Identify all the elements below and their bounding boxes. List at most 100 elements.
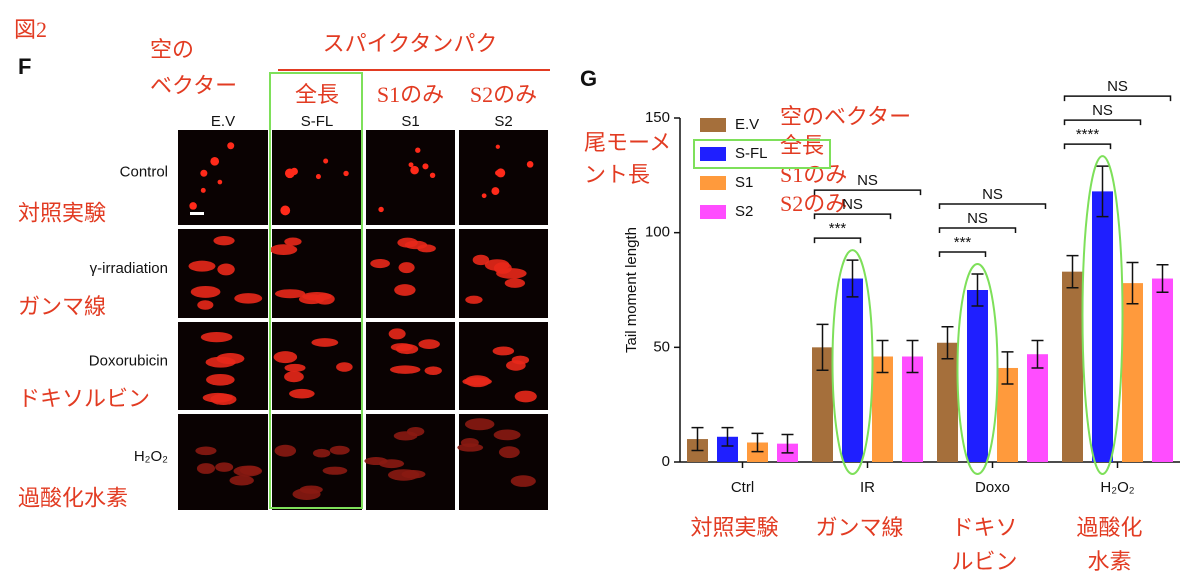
column-note: S1のみ	[377, 82, 444, 107]
bar	[937, 342, 958, 462]
comet	[370, 258, 390, 269]
comet	[388, 328, 406, 340]
significance-label: NS	[967, 210, 988, 227]
row-label: H₂O₂	[134, 448, 168, 465]
comet	[364, 457, 388, 466]
significance-bracket	[938, 203, 1047, 209]
comet	[510, 475, 536, 487]
x-tick-label: IR	[860, 479, 875, 496]
significance-bracket	[1063, 119, 1142, 126]
cell	[408, 162, 414, 168]
cell	[491, 187, 500, 196]
error-bar	[906, 339, 919, 374]
legend-label: S1	[735, 174, 753, 191]
comet	[215, 462, 234, 472]
legend-label: E.V	[735, 116, 759, 133]
bar	[967, 290, 988, 462]
row-note: ドキソルビン	[18, 386, 150, 411]
error-bar	[846, 259, 859, 298]
legend-note: S2のみ	[780, 191, 847, 216]
comet	[387, 469, 420, 481]
panel-f: E.V S-FL S1 S2 全長 S1のみ S2のみ Control 対照実験 γ-irradi…	[18, 72, 548, 510]
comet	[424, 366, 442, 375]
bar	[1122, 283, 1143, 462]
y-axis-title: Tail moment length	[623, 227, 640, 353]
comet	[418, 339, 440, 349]
y-tick-label: 100	[645, 224, 670, 241]
cell	[217, 179, 223, 185]
cell	[378, 206, 384, 213]
cell	[343, 170, 349, 177]
comet	[302, 292, 332, 301]
comet	[514, 390, 537, 403]
legend-highlight	[693, 139, 831, 169]
comet	[465, 295, 483, 304]
comet	[329, 445, 350, 455]
row-note: 過酸化水素	[18, 485, 128, 510]
comet	[217, 263, 235, 276]
bar	[902, 356, 923, 462]
error-bar	[941, 325, 954, 360]
legend-swatch	[700, 205, 726, 219]
bar	[872, 356, 893, 462]
comet	[511, 355, 530, 365]
significance-label: ***	[954, 234, 972, 251]
legend-note: 空のベクター	[780, 104, 911, 129]
micrograph	[459, 130, 548, 225]
cell	[323, 158, 329, 164]
cell	[495, 170, 501, 176]
error-bar	[1001, 351, 1014, 385]
comet	[273, 351, 298, 364]
x-tick-label: Doxo	[975, 479, 1010, 496]
bar	[842, 278, 863, 462]
comet	[336, 362, 353, 372]
highlight-box	[269, 72, 363, 509]
significance-label: NS	[1092, 102, 1113, 119]
legend-swatch	[700, 118, 726, 132]
comet	[404, 240, 428, 250]
cell	[280, 205, 291, 216]
comet	[284, 371, 304, 383]
row-label: Control	[120, 164, 168, 181]
comet	[299, 485, 323, 494]
micrograph	[178, 130, 268, 225]
legend-label: S2	[735, 203, 753, 220]
comet	[213, 235, 235, 246]
column-note: S2のみ	[470, 82, 537, 107]
scale-bar	[190, 212, 204, 215]
significance-label: ***	[829, 220, 847, 237]
comet	[196, 463, 216, 474]
comet	[269, 244, 298, 256]
error-bar	[1031, 339, 1044, 369]
significance-label: NS	[982, 186, 1003, 203]
cell	[290, 167, 298, 176]
header-note: スパイクタンパク	[323, 31, 498, 56]
significance-bracket	[813, 189, 922, 196]
category-note: ドキソ	[951, 515, 1017, 540]
column-label: S2	[494, 113, 512, 130]
y-title-note: 尾モーメ	[584, 130, 671, 155]
cell	[526, 161, 534, 168]
error-bar	[876, 339, 889, 374]
bar	[1027, 354, 1048, 462]
legend-note: 全長	[780, 133, 824, 158]
comet	[284, 363, 306, 372]
legend-label: S-FL	[735, 145, 768, 162]
legend-swatch	[700, 147, 726, 161]
category-note: 過酸化	[1076, 515, 1142, 540]
comet	[195, 446, 217, 456]
significance-bracket	[813, 213, 892, 220]
vector-note: ベクター	[150, 73, 237, 98]
x-tick-label: H₂O₂	[1100, 479, 1134, 496]
figure-label: 図2	[14, 17, 47, 42]
category-note: ルビン	[951, 549, 1017, 574]
comet	[464, 375, 491, 388]
cell	[227, 142, 235, 150]
panel-label: G	[580, 66, 597, 91]
row-label: Doxorubicin	[89, 353, 168, 370]
significance-bracket	[938, 227, 1017, 233]
comet	[284, 237, 302, 246]
cell	[415, 147, 421, 153]
highlight-ellipse	[956, 262, 999, 475]
